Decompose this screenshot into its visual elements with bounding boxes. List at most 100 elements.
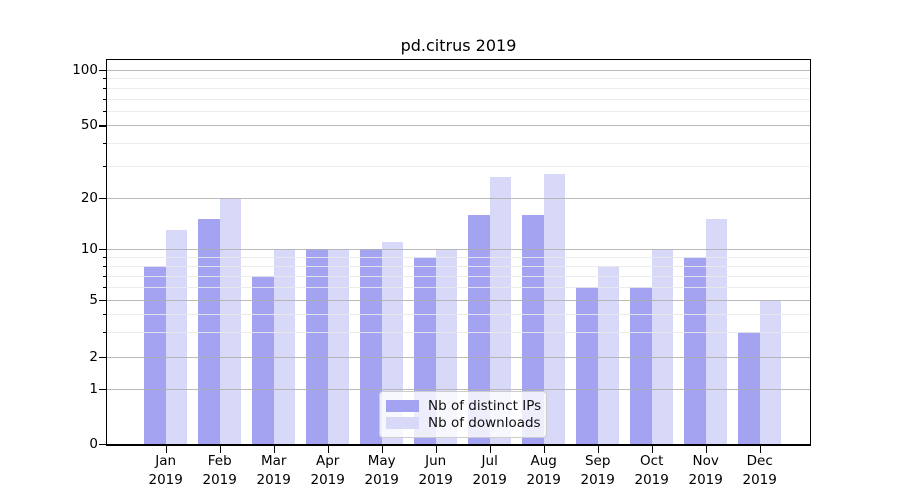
x-tick-mark bbox=[381, 445, 383, 453]
x-tick-month: Dec bbox=[746, 453, 773, 469]
y-gridline-minor bbox=[107, 143, 810, 145]
y-tick-label: 2 bbox=[89, 348, 98, 365]
x-tick-mark bbox=[759, 445, 761, 453]
y-minor-tick-mark bbox=[102, 143, 107, 145]
x-tick-mark bbox=[651, 445, 653, 453]
y-tick-mark bbox=[99, 389, 106, 391]
x-tick-month: Jul bbox=[481, 453, 498, 469]
x-tick-year: 2019 bbox=[634, 472, 669, 488]
x-tick-label: Oct 2019 bbox=[620, 452, 684, 490]
x-tick-mark bbox=[543, 445, 545, 453]
bar-downloads-aug bbox=[543, 174, 566, 445]
x-tick-label: May 2019 bbox=[350, 452, 414, 490]
axis-spine-top bbox=[105, 58, 812, 61]
y-minor-tick-mark bbox=[102, 286, 107, 288]
bar-downloads-jan bbox=[165, 229, 188, 445]
x-tick-label: Mar 2019 bbox=[242, 452, 306, 490]
x-tick-year: 2019 bbox=[418, 472, 453, 488]
x-tick-mark bbox=[327, 445, 329, 453]
legend-swatch-downloads bbox=[386, 417, 419, 430]
x-tick-label: Aug 2019 bbox=[512, 452, 576, 490]
x-tick-month: Jun bbox=[425, 453, 447, 469]
x-tick-year: 2019 bbox=[742, 472, 777, 488]
x-tick-label: Jul 2019 bbox=[458, 452, 522, 490]
x-tick-month: Sep bbox=[584, 453, 611, 469]
bar-distinct-ips-mar bbox=[252, 275, 274, 445]
y-gridline-minor bbox=[107, 78, 810, 80]
x-tick-year: 2019 bbox=[472, 472, 507, 488]
y-gridline-major bbox=[107, 300, 810, 302]
y-tick-label: 20 bbox=[80, 190, 98, 207]
y-tick-mark bbox=[99, 125, 106, 127]
y-minor-tick-mark bbox=[102, 257, 107, 259]
x-tick-mark bbox=[435, 445, 437, 453]
y-minor-tick-mark bbox=[102, 331, 107, 333]
y-tick-mark bbox=[99, 300, 106, 302]
y-tick-label: 100 bbox=[72, 62, 98, 78]
y-tick-label: 0 bbox=[89, 436, 98, 453]
y-gridline-minor bbox=[107, 98, 810, 100]
bar-downloads-sep bbox=[597, 265, 620, 445]
x-tick-label: Apr 2019 bbox=[296, 452, 360, 490]
y-minor-tick-mark bbox=[102, 265, 107, 267]
y-minor-tick-mark bbox=[102, 87, 107, 89]
chart-title: pd.citrus 2019 bbox=[400, 36, 517, 55]
y-gridline-major bbox=[107, 356, 810, 358]
bar-distinct-ips-sep bbox=[576, 286, 598, 445]
x-tick-year: 2019 bbox=[364, 472, 399, 488]
axis-spine-bottom bbox=[105, 444, 812, 446]
y-tick-label: 1 bbox=[89, 381, 98, 397]
x-tick-month: Apr bbox=[316, 453, 340, 469]
y-gridline-minor bbox=[107, 286, 810, 288]
bar-distinct-ips-jan bbox=[144, 265, 166, 445]
x-tick-month: Aug bbox=[530, 453, 557, 469]
y-minor-tick-mark bbox=[102, 110, 107, 112]
axis-spine-right bbox=[810, 60, 812, 446]
x-tick-month: Oct bbox=[640, 453, 664, 469]
y-gridline-major bbox=[107, 125, 810, 127]
x-tick-month: Jan bbox=[155, 453, 177, 469]
legend: Nb of distinct IPs Nb of downloads bbox=[379, 391, 547, 438]
x-tick-label: Jan 2019 bbox=[134, 452, 198, 490]
y-gridline-minor bbox=[107, 275, 810, 277]
bar-distinct-ips-dec bbox=[738, 331, 760, 445]
x-tick-month: Mar bbox=[260, 453, 287, 469]
bar-distinct-ips-may bbox=[360, 249, 382, 445]
y-gridline-major bbox=[107, 198, 810, 200]
y-minor-tick-mark bbox=[102, 314, 107, 316]
bar-downloads-apr bbox=[327, 249, 350, 445]
x-tick-label: Nov 2019 bbox=[674, 452, 738, 490]
y-gridline-major bbox=[107, 389, 810, 390]
x-tick-year: 2019 bbox=[310, 472, 345, 488]
x-tick-month: May bbox=[367, 453, 396, 469]
legend-swatch-distinct-ips bbox=[386, 399, 419, 412]
x-tick-year: 2019 bbox=[580, 472, 615, 488]
x-tick-label: Dec 2019 bbox=[728, 452, 792, 490]
y-gridline-minor bbox=[107, 314, 810, 316]
y-tick-label: 10 bbox=[80, 241, 98, 258]
x-tick-year: 2019 bbox=[256, 472, 291, 488]
y-gridline-major bbox=[107, 249, 810, 251]
legend-item: Nb of distinct IPs bbox=[386, 398, 541, 414]
y-tick-mark bbox=[99, 70, 106, 72]
y-gridline-minor bbox=[107, 257, 810, 259]
y-tick-mark bbox=[99, 249, 106, 251]
y-gridline-minor bbox=[107, 166, 810, 168]
y-tick-label: 5 bbox=[89, 292, 98, 309]
x-tick-mark bbox=[705, 445, 707, 453]
x-tick-year: 2019 bbox=[148, 472, 183, 488]
y-gridline-minor bbox=[107, 87, 810, 89]
y-tick-mark bbox=[99, 356, 106, 358]
y-tick-mark bbox=[99, 198, 106, 200]
bar-distinct-ips-jul bbox=[468, 214, 490, 445]
x-tick-year: 2019 bbox=[526, 472, 561, 488]
bar-downloads-jul bbox=[489, 177, 512, 445]
y-minor-tick-mark bbox=[102, 275, 107, 277]
bar-downloads-dec bbox=[759, 300, 782, 445]
x-tick-label: Jun 2019 bbox=[404, 452, 468, 490]
y-minor-tick-mark bbox=[102, 166, 107, 168]
x-tick-mark bbox=[219, 445, 221, 453]
y-gridline-minor bbox=[107, 331, 810, 333]
y-tick-label: 50 bbox=[80, 117, 98, 134]
